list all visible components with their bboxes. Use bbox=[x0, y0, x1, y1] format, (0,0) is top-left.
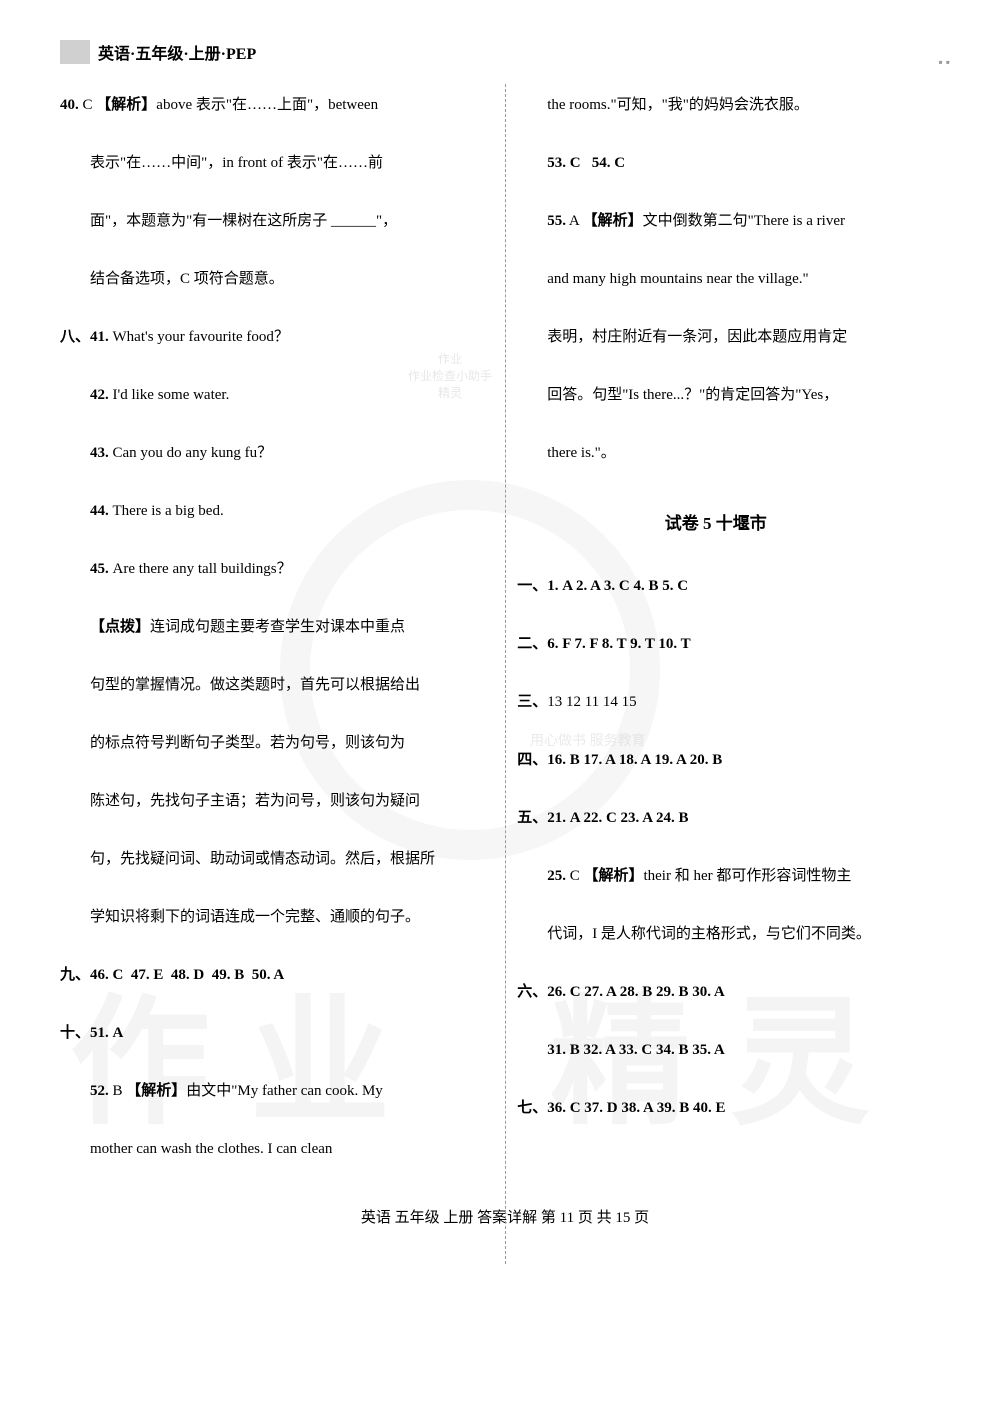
q47: 47. E bbox=[131, 967, 164, 983]
q42-num: 42. bbox=[90, 387, 109, 403]
p5-s6b: 31. B 32. A 33. C 34. B 35. A bbox=[517, 1029, 914, 1071]
q55-t2: and many high mountains near the village… bbox=[517, 258, 914, 300]
q53: 53. C bbox=[547, 155, 580, 171]
q44: 44. There is a big bed. bbox=[60, 490, 467, 532]
p5-s2-prefix: 二、 bbox=[517, 636, 547, 652]
p5-s4: 四、16. B 17. A 18. A 19. A 20. B bbox=[517, 739, 914, 781]
q55-t1: 文中倒数第二句"There is a river bbox=[643, 213, 845, 229]
q46: 46. C bbox=[90, 967, 123, 983]
p5-s6b-ans: 31. B 32. A 33. C 34. B 35. A bbox=[547, 1042, 725, 1058]
q40: 40. C 【解析】above 表示"在……上面"，between bbox=[60, 84, 467, 126]
q55-t5: there is."。 bbox=[517, 432, 914, 474]
header-title: 英语·五年级·上册·PEP bbox=[98, 40, 256, 64]
p5-s3-prefix: 三、 bbox=[517, 694, 547, 710]
p5-s1-prefix: 一、 bbox=[517, 578, 547, 594]
q42: 42. I'd like some water. bbox=[60, 374, 467, 416]
paper5-title: 试卷 5 十堰市 bbox=[517, 504, 914, 545]
q55: 55. A 【解析】文中倒数第二句"There is a river bbox=[517, 200, 914, 242]
q55-label: 【解析】 bbox=[583, 213, 643, 229]
q40-line4: 结合备选项，C 项符合题意。 bbox=[60, 258, 467, 300]
p5-s2: 二、6. F 7. F 8. T 9. T 10. T bbox=[517, 623, 914, 665]
q25-ans: C bbox=[570, 868, 580, 884]
p5-s3-ans: 13 12 11 14 15 bbox=[547, 694, 636, 710]
q51: 51. A bbox=[90, 1025, 123, 1041]
p5-s1-ans: 1. A 2. A 3. C 4. B 5. C bbox=[547, 578, 688, 594]
q40-text1: above 表示"在……上面"，between bbox=[156, 97, 378, 113]
s10-prefix: 十、 bbox=[60, 1025, 90, 1041]
p5-s6-prefix: 六、 bbox=[517, 984, 547, 1000]
q43-num: 43. bbox=[90, 445, 109, 461]
q40-line3: 面"，本题意为"有一棵树在这所房子 ______"， bbox=[60, 200, 467, 242]
q40-num: 40. bbox=[60, 97, 79, 113]
q25-t2: 代词，I 是人称代词的主格形式，与它们不同类。 bbox=[517, 913, 914, 955]
q40-ans: C bbox=[83, 97, 93, 113]
q42-text: I'd like some water. bbox=[113, 387, 230, 403]
header-box bbox=[60, 40, 90, 64]
p5-s5-ans: 21. A 22. C 23. A 24. B bbox=[547, 810, 688, 826]
right-column: the rooms."可知，"我"的妈妈会洗衣服。 53. C 54. C 55… bbox=[487, 84, 914, 1186]
q43-text: Can you do any kung fu？ bbox=[113, 445, 273, 461]
page-header: 英语·五年级·上册·PEP bbox=[60, 40, 950, 64]
q41-text: What's your favourite food？ bbox=[113, 329, 289, 345]
q25-num: 25. bbox=[547, 868, 566, 884]
q52: 52. B 【解析】由文中"My father can cook. My bbox=[60, 1070, 467, 1112]
q49: 49. B bbox=[212, 967, 245, 983]
q55-t3: 表明，村庄附近有一条河，因此本题应用肯定 bbox=[517, 316, 914, 358]
q41-num: 41. bbox=[90, 329, 109, 345]
dianbo-t1: 连词成句题主要考查学生对课本中重点 bbox=[150, 619, 405, 635]
dianbo-t6: 学知识将剩下的词语连成一个完整、通顺的句子。 bbox=[60, 896, 467, 938]
p5-s6-ans: 26. C 27. A 28. B 29. B 30. A bbox=[547, 984, 725, 1000]
p5-s7-ans: 36. C 37. D 38. A 39. B 40. E bbox=[547, 1100, 725, 1116]
p5-s7: 七、36. C 37. D 38. A 39. B 40. E bbox=[517, 1087, 914, 1129]
corner-dots: ▪ ▪ bbox=[938, 55, 950, 70]
q52-t1: 由文中"My father can cook. My bbox=[186, 1083, 383, 1099]
q55-num: 55. bbox=[547, 213, 566, 229]
q43: 43. Can you do any kung fu？ bbox=[60, 432, 467, 474]
dianbo-t5: 句，先找疑问词、助动词或情态动词。然后，根据所 bbox=[60, 838, 467, 880]
q45-num: 45. bbox=[90, 561, 109, 577]
section-9: 九、46. C 47. E 48. D 49. B 50. A bbox=[60, 954, 467, 996]
q50: 50. A bbox=[252, 967, 285, 983]
dianbo-t2: 句型的掌握情况。做这类题时，首先可以根据给出 bbox=[60, 664, 467, 706]
q44-num: 44. bbox=[90, 503, 109, 519]
q54: 54. C bbox=[592, 155, 625, 171]
left-column: 40. C 【解析】above 表示"在……上面"，between 表示"在……… bbox=[60, 84, 487, 1186]
s9-prefix: 九、 bbox=[60, 967, 90, 983]
dianbo-label: 【点拨】 bbox=[90, 619, 150, 635]
p5-s3: 三、13 12 11 14 15 bbox=[517, 681, 914, 723]
q52-num: 52. bbox=[90, 1083, 109, 1099]
q25-t1: their 和 her 都可作形容词性物主 bbox=[643, 868, 851, 884]
q40-label: 【解析】 bbox=[96, 97, 156, 113]
q25-label: 【解析】 bbox=[583, 868, 643, 884]
q52-label: 【解析】 bbox=[126, 1083, 186, 1099]
dianbo-t4: 陈述句，先找句子主语；若为问号，则该句为疑问 bbox=[60, 780, 467, 822]
q25: 25. C 【解析】their 和 her 都可作形容词性物主 bbox=[517, 855, 914, 897]
q45: 45. Are there any tall buildings？ bbox=[60, 548, 467, 590]
p5-s5: 五、21. A 22. C 23. A 24. B bbox=[517, 797, 914, 839]
q52-cont: the rooms."可知，"我"的妈妈会洗衣服。 bbox=[517, 84, 914, 126]
p5-s1: 一、1. A 2. A 3. C 4. B 5. C bbox=[517, 565, 914, 607]
q55-t4: 回答。句型"Is there...？"的肯定回答为"Yes， bbox=[517, 374, 914, 416]
dianbo-t3: 的标点符号判断句子类型。若为句号，则该句为 bbox=[60, 722, 467, 764]
q44-text: There is a big bed. bbox=[113, 503, 224, 519]
s8-prefix: 八、 bbox=[60, 329, 90, 345]
q52-ans: B bbox=[113, 1083, 123, 1099]
q45-text: Are there any tall buildings？ bbox=[113, 561, 292, 577]
p5-s2-ans: 6. F 7. F 8. T 9. T 10. T bbox=[547, 636, 690, 652]
dianbo: 【点拨】连词成句题主要考查学生对课本中重点 bbox=[60, 606, 467, 648]
section-8: 八、41. What's your favourite food？ bbox=[60, 316, 467, 358]
q53-54: 53. C 54. C bbox=[517, 142, 914, 184]
q55-ans: A bbox=[569, 213, 579, 229]
q40-line2: 表示"在……中间"，in front of 表示"在……前 bbox=[60, 142, 467, 184]
p5-s5-prefix: 五、 bbox=[517, 810, 547, 826]
p5-s7-prefix: 七、 bbox=[517, 1100, 547, 1116]
p5-s6: 六、26. C 27. A 28. B 29. B 30. A bbox=[517, 971, 914, 1013]
section-10: 十、51. A bbox=[60, 1012, 467, 1054]
p5-s4-ans: 16. B 17. A 18. A 19. A 20. B bbox=[547, 752, 722, 768]
p5-s4-prefix: 四、 bbox=[517, 752, 547, 768]
q52-t2: mother can wash the clothes. I can clean bbox=[60, 1128, 467, 1170]
column-divider bbox=[505, 84, 506, 1264]
q48: 48. D bbox=[171, 967, 204, 983]
